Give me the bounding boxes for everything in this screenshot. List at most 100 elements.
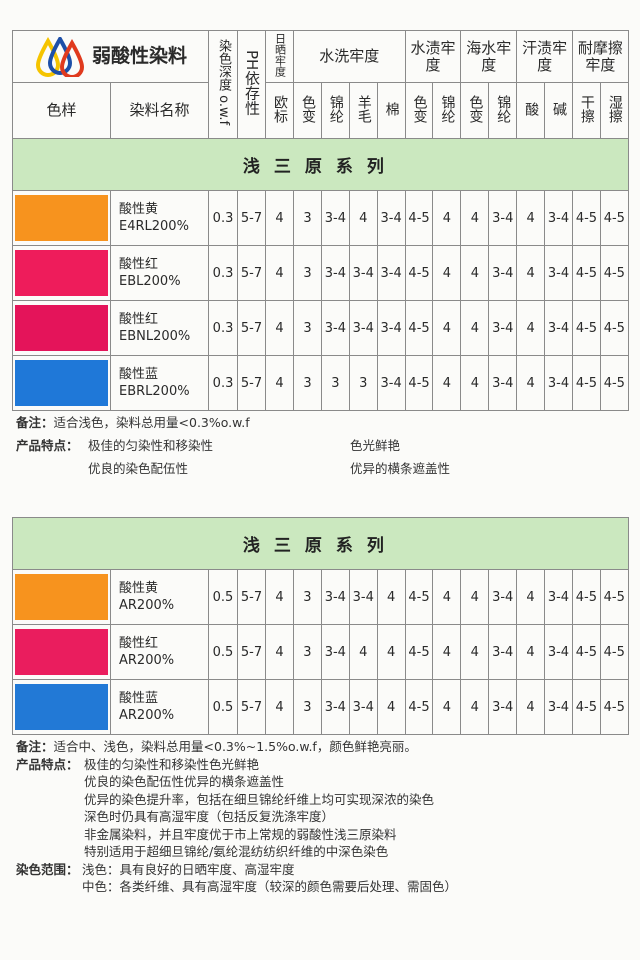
fastness-value: 5-7: [237, 300, 267, 356]
fastness-value: 3: [320, 355, 350, 411]
fastness-value: 3-4: [488, 569, 518, 625]
color-swatch: [12, 245, 111, 301]
fastness-value: 3-4: [488, 355, 518, 411]
header-sweat: 汗渍牢度: [516, 30, 573, 83]
fastness-value: 3-4: [348, 679, 378, 735]
fastness-value: 4-5: [404, 300, 434, 356]
fastness-value: 4: [432, 679, 462, 735]
dye-name: 酸性红 EBL200%: [109, 245, 210, 301]
table-row: 酸性黄 E4RL200% 0.3 5-7 4 3 3-4 4 3-4 4-5 4 4 3-4 4 3-4 4-…: [12, 190, 629, 246]
color-swatch: [12, 355, 111, 411]
dye-name: 酸性红 EBNL200%: [109, 300, 210, 356]
fastness-value: 3-4: [348, 300, 378, 356]
fastness-value: 4-5: [404, 569, 434, 625]
fastness-value: 4: [432, 569, 462, 625]
header-rub: 耐摩擦牢度: [571, 30, 629, 83]
color-swatch: [12, 679, 111, 735]
fastness-value: 4-5: [571, 245, 601, 301]
fastness-value: 4-5: [599, 245, 629, 301]
fastness-value: 4-5: [599, 624, 629, 680]
fastness-value: 4: [432, 300, 462, 356]
header-light: 日晒牢度: [265, 30, 295, 83]
color-swatch: [12, 190, 111, 246]
notes-2: 备注：适合中、浅色，染料总用量<0.3%~1.5%o.w.f，颜色鲜艳亮丽。 产…: [16, 739, 458, 894]
fastness-value: 4: [516, 190, 546, 246]
fastness-value: 4-5: [571, 355, 601, 411]
fastness-value: 4: [265, 569, 294, 625]
subheader: 酸: [516, 82, 546, 139]
fastness-value: 4-5: [404, 624, 434, 680]
fastness-value: 4-5: [571, 569, 601, 625]
fastness-value: 4: [265, 624, 294, 680]
subheader: 欧标: [265, 82, 295, 139]
fastness-value: 3-4: [376, 245, 406, 301]
fastness-value: 4: [460, 569, 490, 625]
fastness-value: 4: [265, 245, 295, 301]
fastness-value: 4: [432, 190, 462, 246]
fastness-value: 4: [432, 355, 462, 411]
subheader: 棉: [376, 82, 406, 139]
dye-name: 酸性红 AR200%: [110, 624, 209, 680]
fastness-value: 4: [348, 624, 378, 680]
fastness-table-1: 弱酸性染料 染色深度 o.w.f PH依存性 日晒牢度 水洗牢度 水渍牢度 海水…: [11, 30, 629, 411]
fastness-value: 4-5: [599, 355, 629, 411]
fastness-value: 3: [293, 300, 322, 356]
fastness-value: 3-4: [488, 624, 518, 680]
fastness-value: 4-5: [599, 190, 629, 246]
fastness-value: 3-4: [320, 679, 350, 735]
fastness-value: 4: [460, 190, 490, 246]
fastness-value: 4-5: [571, 300, 601, 356]
feature-item: 优良的染色配伍性优异的横条遮盖性: [84, 774, 285, 789]
fastness-value: 4-5: [404, 679, 434, 735]
fastness-value: 3-4: [376, 190, 406, 246]
fastness-value: 4: [460, 679, 490, 735]
fastness-value: 3-4: [544, 355, 573, 411]
fastness-value: 3-4: [488, 245, 518, 301]
fastness-value: 3: [293, 624, 322, 680]
fastness-value: 4: [265, 679, 294, 735]
fastness-value: 4-5: [599, 569, 629, 625]
fastness-value: 3-4: [320, 569, 350, 625]
fastness-value: 3: [348, 355, 378, 411]
fastness-value: 3-4: [376, 300, 406, 356]
fastness-value: 4: [516, 624, 546, 680]
fastness-value: 4-5: [571, 624, 601, 680]
fastness-value: 5-7: [237, 569, 266, 625]
fastness-value: 4: [516, 355, 546, 411]
fastness-value: 4-5: [571, 679, 601, 735]
fastness-value: 4: [516, 300, 546, 356]
fastness-value: 0.3: [208, 190, 239, 246]
notes-1: 备注：适合浅色，染料总用量<0.3%o.w.f 产品特点： 极佳的匀染性和移染性…: [16, 415, 451, 476]
fastness-value: 4: [516, 679, 546, 735]
header-water: 水渍牢度: [404, 30, 462, 83]
fastness-value: 3-4: [320, 190, 350, 246]
subheader: 色变: [293, 82, 322, 139]
fastness-value: 3-4: [348, 569, 378, 625]
fastness-table-2: 浅三原系列 酸性黄 AR200% 0.5 5-7 4 3 3-4 3-4 4 4-5 4 4 3-4 4 3…: [12, 517, 629, 735]
fastness-value: 3-4: [544, 569, 573, 625]
table-row: 酸性黄 AR200% 0.5 5-7 4 3 3-4 3-4 4 4-5 4 4 3-4 4 3-4 4-5 4…: [12, 569, 629, 625]
feature-item: 深色时仍具有高湿牢度（包括反复洗涤牢度）: [84, 809, 335, 824]
fastness-value: 4-5: [571, 190, 601, 246]
subheader: 锦纶: [488, 82, 518, 139]
subheader: 碱: [544, 82, 573, 139]
subheader: 锦纶: [432, 82, 462, 139]
feature-item: 特别适用于超细旦锦纶/氨纶混纺纺织纤维的中深色染色: [84, 844, 389, 859]
fastness-value: 5-7: [237, 355, 267, 411]
header-wash: 水洗牢度: [293, 30, 406, 83]
fastness-value: 0.5: [208, 569, 238, 625]
fastness-value: 3: [293, 190, 322, 246]
fastness-value: 3-4: [320, 300, 350, 356]
header-sea: 海水牢度: [460, 30, 518, 83]
droplets-logo-icon: [35, 36, 85, 77]
fastness-value: 4: [516, 569, 546, 625]
fastness-value: 4-5: [404, 245, 434, 301]
dye-name: 酸性蓝 AR200%: [110, 679, 209, 735]
fastness-value: 4-5: [404, 355, 434, 411]
brand-header: 弱酸性染料: [11, 30, 210, 83]
subheader: 湿擦: [599, 82, 629, 139]
page-title: 弱酸性染料: [92, 45, 188, 67]
fastness-value: 5-7: [237, 624, 266, 680]
fastness-value: 3-4: [488, 300, 518, 356]
fastness-value: 5-7: [237, 245, 267, 301]
